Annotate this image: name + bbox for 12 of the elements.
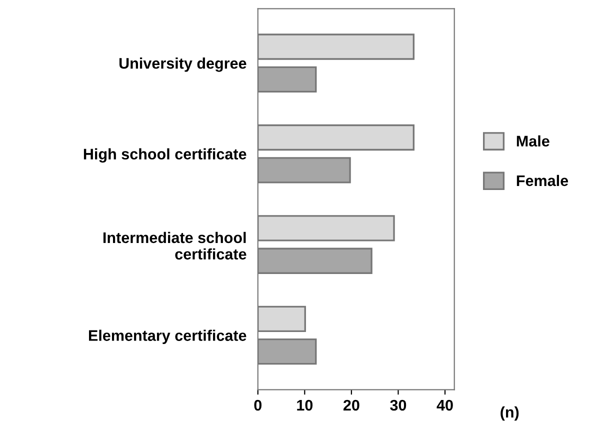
x-tick-label: 30 — [390, 400, 406, 411]
legend-label: Female — [516, 174, 568, 186]
x-tick-label: 0 — [254, 400, 262, 411]
x-tick-label: 10 — [297, 400, 313, 411]
y-tick-label: University degree — [119, 58, 246, 72]
y-tick-label: High school certificate — [84, 148, 246, 163]
y-tick-label: Elementary certificate — [89, 330, 246, 344]
x-tick-label: 20 — [343, 400, 360, 411]
legend-label: Male — [516, 135, 550, 147]
x-axis-title: (n) — [500, 406, 519, 421]
x-tick-label: 40 — [436, 400, 453, 411]
y-tick-label: Intermediate school certificate — [103, 232, 246, 260]
